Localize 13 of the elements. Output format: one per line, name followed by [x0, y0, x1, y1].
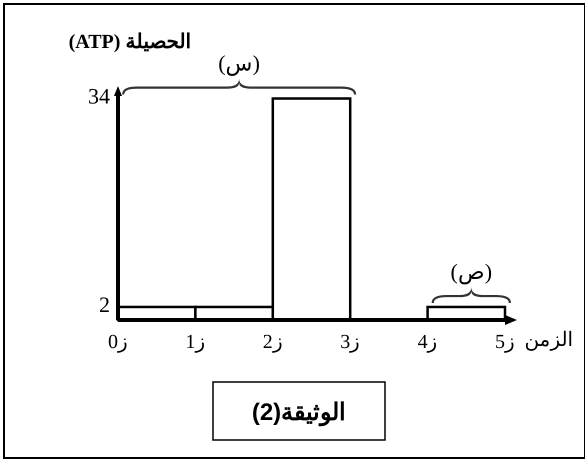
text: ز3: [340, 331, 360, 353]
x-axis-title: الزمن: [524, 329, 574, 351]
y-axis-title: الحصيلة (ATP): [68, 31, 192, 53]
text: ز1: [185, 331, 206, 353]
text: ز2: [262, 331, 283, 353]
annotation: (ص): [450, 258, 492, 285]
text: (س): [218, 50, 260, 77]
text: ز5: [495, 331, 515, 353]
text: ز4: [418, 331, 438, 353]
text: الوثيقة(2): [252, 399, 346, 427]
y-tick-label: 2: [99, 292, 110, 318]
text: ز0: [108, 331, 128, 353]
y-tick-label: 34: [88, 84, 110, 109]
